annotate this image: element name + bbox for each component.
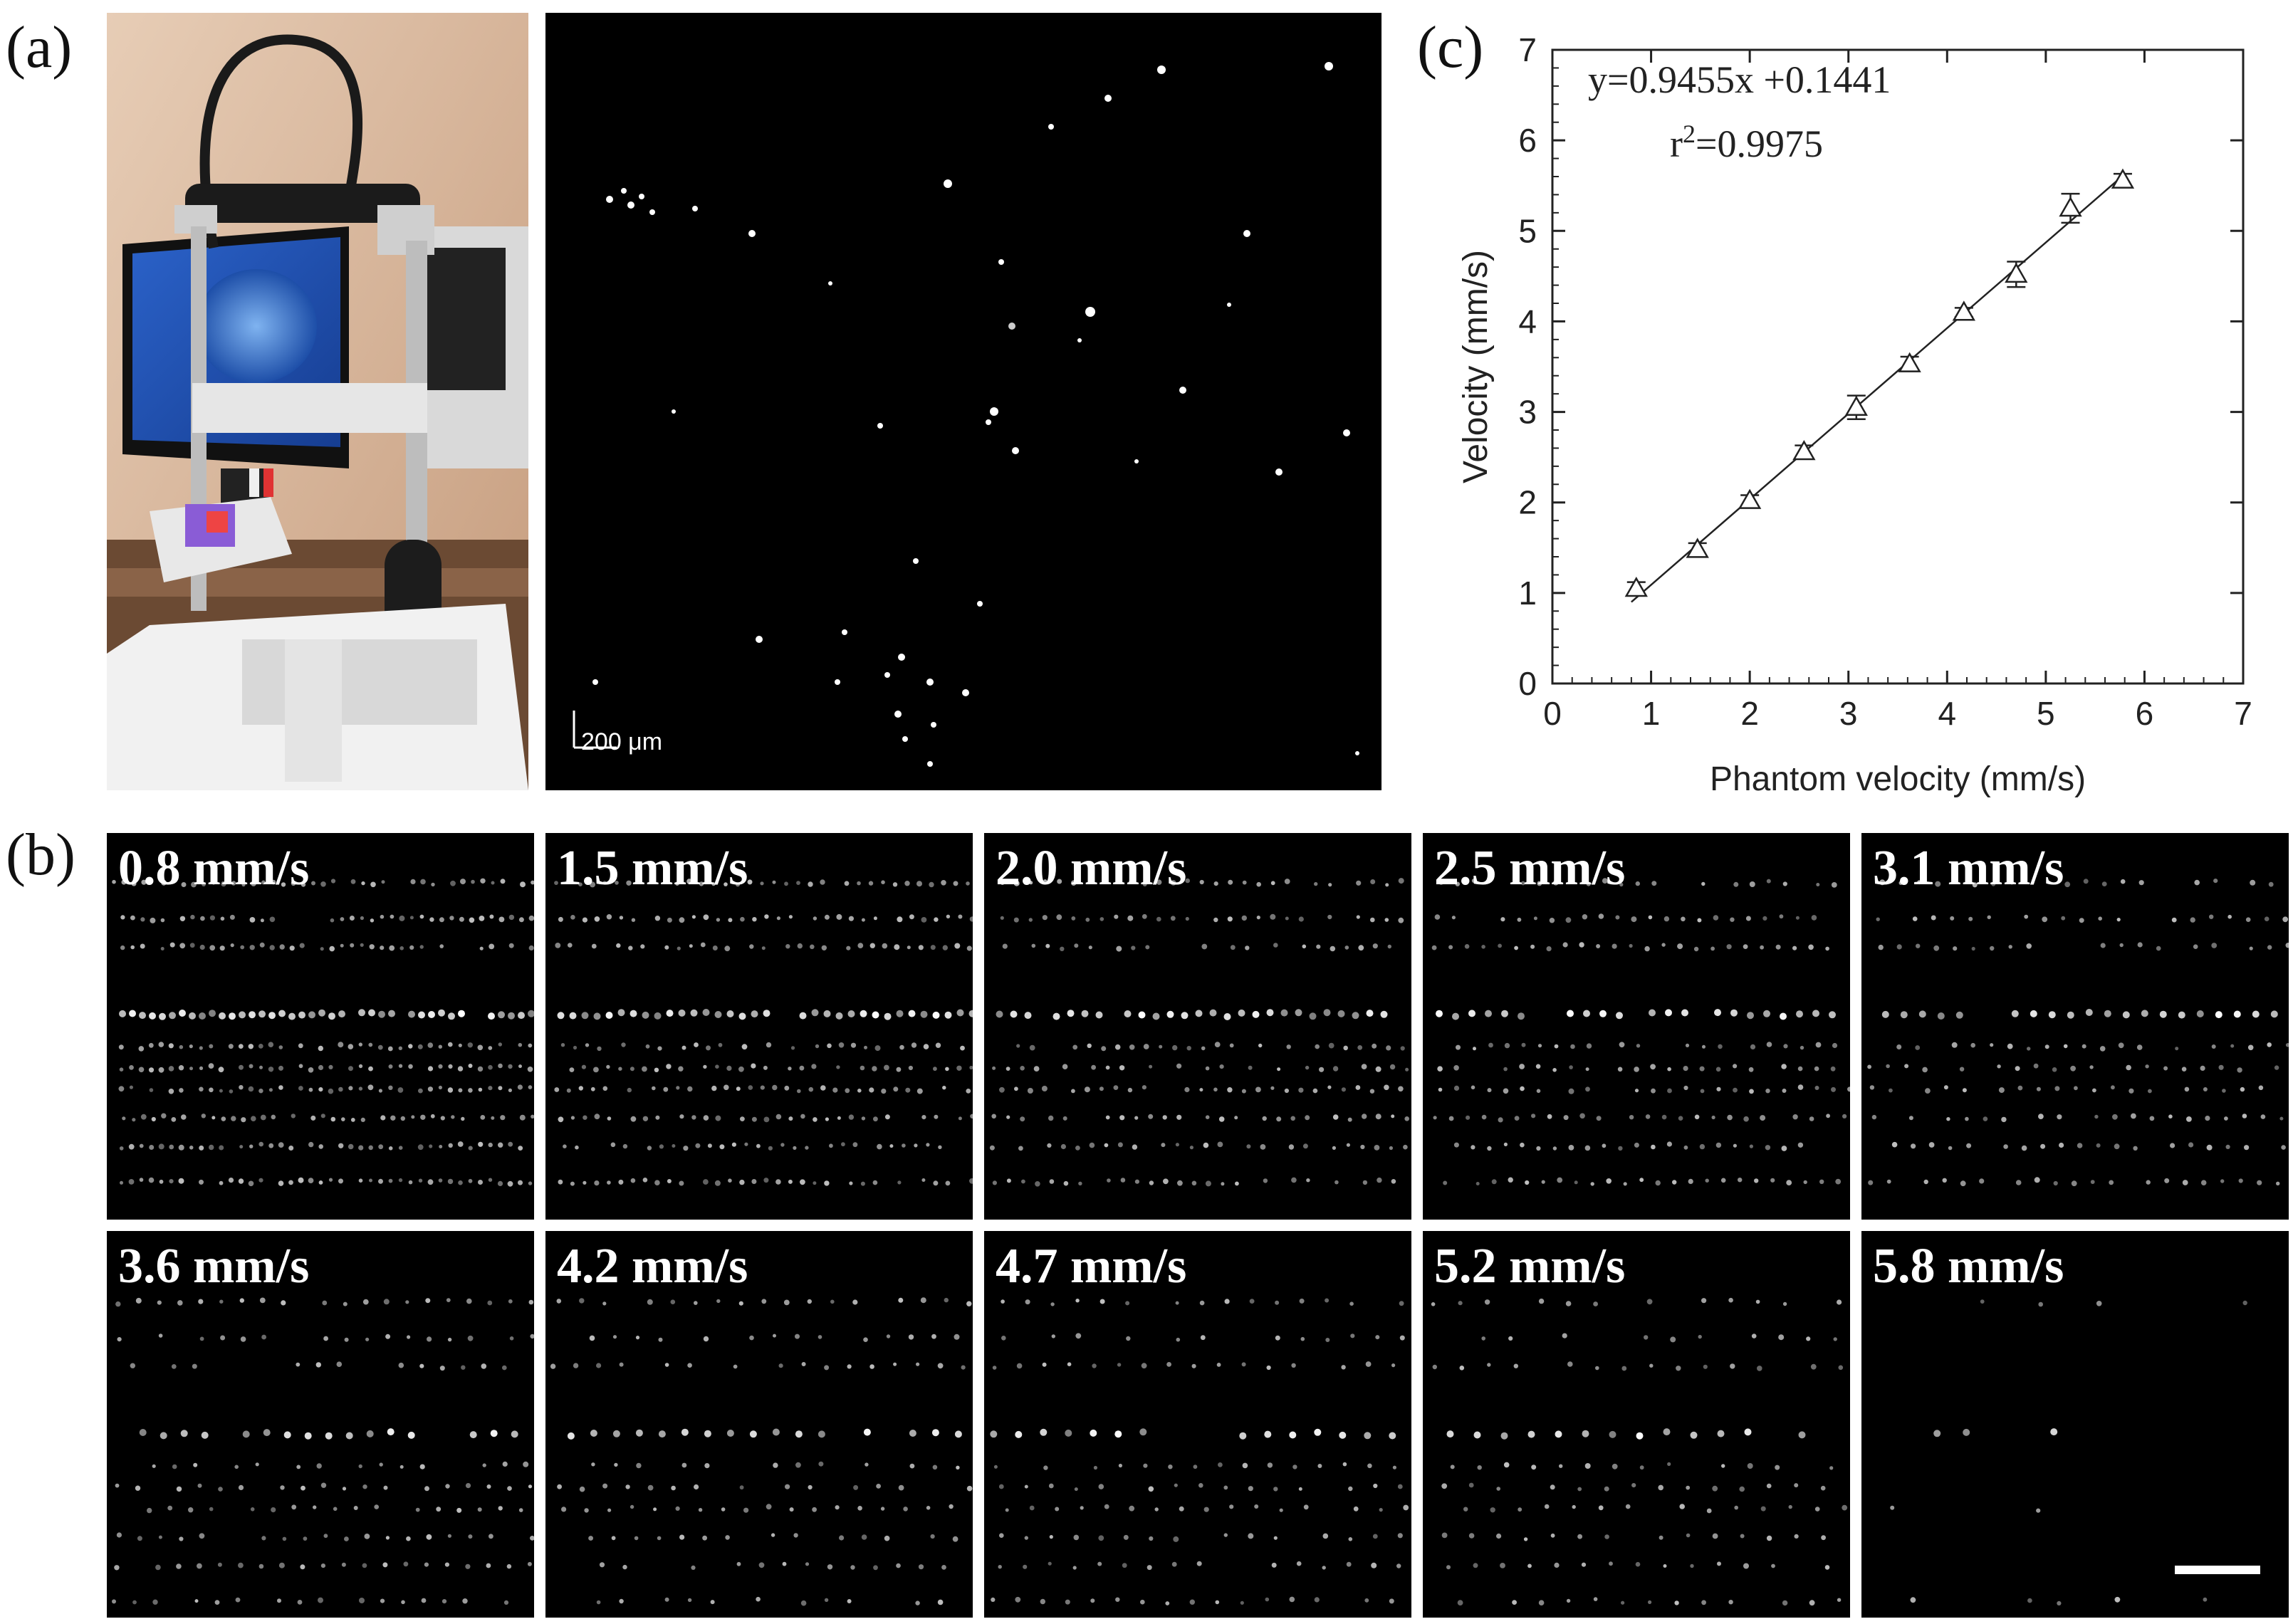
tile-dots bbox=[989, 878, 1409, 1187]
data-point bbox=[1686, 538, 1709, 558]
tile-velocity-label: 2.5 mm/s bbox=[1434, 841, 1626, 896]
data-point bbox=[1792, 439, 1816, 461]
y-tick-label: 4 bbox=[1518, 303, 1537, 340]
x-tick-label: 5 bbox=[2037, 695, 2055, 732]
y-tick-label: 6 bbox=[1518, 122, 1537, 159]
y-tick-label: 1 bbox=[1518, 575, 1537, 612]
data-point bbox=[1624, 576, 1648, 597]
tile-scalebar bbox=[2175, 1566, 2260, 1574]
micrograph-dots bbox=[573, 62, 1359, 767]
data-point bbox=[1898, 352, 1921, 372]
fit-line bbox=[1631, 173, 2126, 603]
y-tick-label: 3 bbox=[1518, 394, 1537, 431]
velocity-calibration-chart: 0 1 2 3 4 5 6 7 0 1 2 3 4 5 6 7 Phantom velocity (mm/s) V… bbox=[1457, 31, 2252, 798]
velocity-tile: 3.1 mm/s bbox=[1861, 833, 2289, 1220]
data-point bbox=[2059, 196, 2082, 217]
scalebar-label: 200 μm bbox=[581, 728, 663, 755]
tile-velocity-label: 3.1 mm/s bbox=[1873, 841, 2064, 896]
velocity-tile: 5.2 mm/s bbox=[1423, 1231, 1850, 1618]
velocity-tile: 3.6 mm/s bbox=[107, 1231, 534, 1618]
tile-velocity-label: 4.2 mm/s bbox=[557, 1239, 748, 1294]
velocity-tile: 1.5 mm/s bbox=[545, 833, 973, 1220]
velocity-tile: 2.5 mm/s bbox=[1423, 833, 1850, 1220]
fit-equation: y=0.9455x +0.1441 bbox=[1588, 58, 1891, 101]
tile-dots bbox=[112, 1297, 534, 1605]
x-tick-label: 3 bbox=[1839, 695, 1858, 732]
data-point bbox=[2005, 262, 2028, 283]
tile-velocity-label: 2.0 mm/s bbox=[996, 841, 1187, 896]
tile-dots bbox=[1431, 1297, 1848, 1606]
y-tick-label: 0 bbox=[1518, 665, 1537, 702]
x-tick-label: 4 bbox=[1938, 695, 1956, 732]
tile-dots bbox=[990, 1298, 1409, 1605]
data-point bbox=[2111, 168, 2135, 189]
panel-label-c: (c) bbox=[1417, 14, 1484, 80]
x-tick-label: 2 bbox=[1740, 695, 1759, 732]
tile-velocity-label: 0.8 mm/s bbox=[118, 841, 310, 896]
velocity-tile: 5.8 mm/s bbox=[1861, 1231, 2289, 1618]
panel-label-b: (b) bbox=[6, 822, 75, 888]
panel-label-a: (a) bbox=[6, 14, 73, 80]
tile-velocity-label: 4.7 mm/s bbox=[996, 1239, 1187, 1294]
x-tick-label: 0 bbox=[1543, 695, 1562, 732]
x-tick-label: 1 bbox=[1642, 695, 1661, 732]
y-tick-label: 7 bbox=[1518, 31, 1537, 68]
velocity-tile: 4.7 mm/s bbox=[984, 1231, 1411, 1618]
plot-frame bbox=[1551, 48, 2245, 685]
data-point bbox=[1844, 395, 1868, 416]
data-point bbox=[1738, 488, 1762, 509]
velocity-tile-grid: 0.8 mm/s 1.5 mm/s 2.0 mm/s 2.5 mm/s 3.1 mm/s… bbox=[107, 833, 2289, 1622]
tile-velocity-label: 5.8 mm/s bbox=[1873, 1239, 2064, 1294]
tile-dots bbox=[1431, 878, 1850, 1186]
microsphere-micrograph: 200 μm bbox=[545, 13, 1381, 790]
tile-dots bbox=[112, 878, 534, 1187]
velocity-tile: 0.8 mm/s bbox=[107, 833, 534, 1220]
tile-dots bbox=[554, 879, 973, 1186]
data-point bbox=[1952, 300, 1975, 321]
tile-velocity-label: 1.5 mm/s bbox=[557, 841, 748, 896]
slit-lamp-microscope-photo bbox=[107, 13, 528, 790]
tile-velocity-label: 5.2 mm/s bbox=[1434, 1239, 1626, 1294]
tile-dots bbox=[1867, 879, 2289, 1187]
tile-dots bbox=[550, 1297, 973, 1606]
tile-dots bbox=[1890, 1299, 2260, 1605]
x-tick-label: 7 bbox=[2234, 695, 2252, 732]
y-axis-label: Velocity (mm/s) bbox=[1457, 250, 1495, 483]
tile-velocity-label: 3.6 mm/s bbox=[118, 1239, 310, 1294]
photo-illustration bbox=[107, 13, 528, 790]
x-axis-label: Phantom velocity (mm/s) bbox=[1710, 760, 2086, 798]
y-tick-label: 5 bbox=[1518, 212, 1537, 249]
y-tick-label: 2 bbox=[1518, 484, 1537, 521]
fit-r-squared: r2=0.9975 bbox=[1670, 120, 1823, 165]
velocity-tile: 2.0 mm/s bbox=[984, 833, 1411, 1220]
x-tick-label: 6 bbox=[2136, 695, 2154, 732]
velocity-tile: 4.2 mm/s bbox=[545, 1231, 973, 1618]
